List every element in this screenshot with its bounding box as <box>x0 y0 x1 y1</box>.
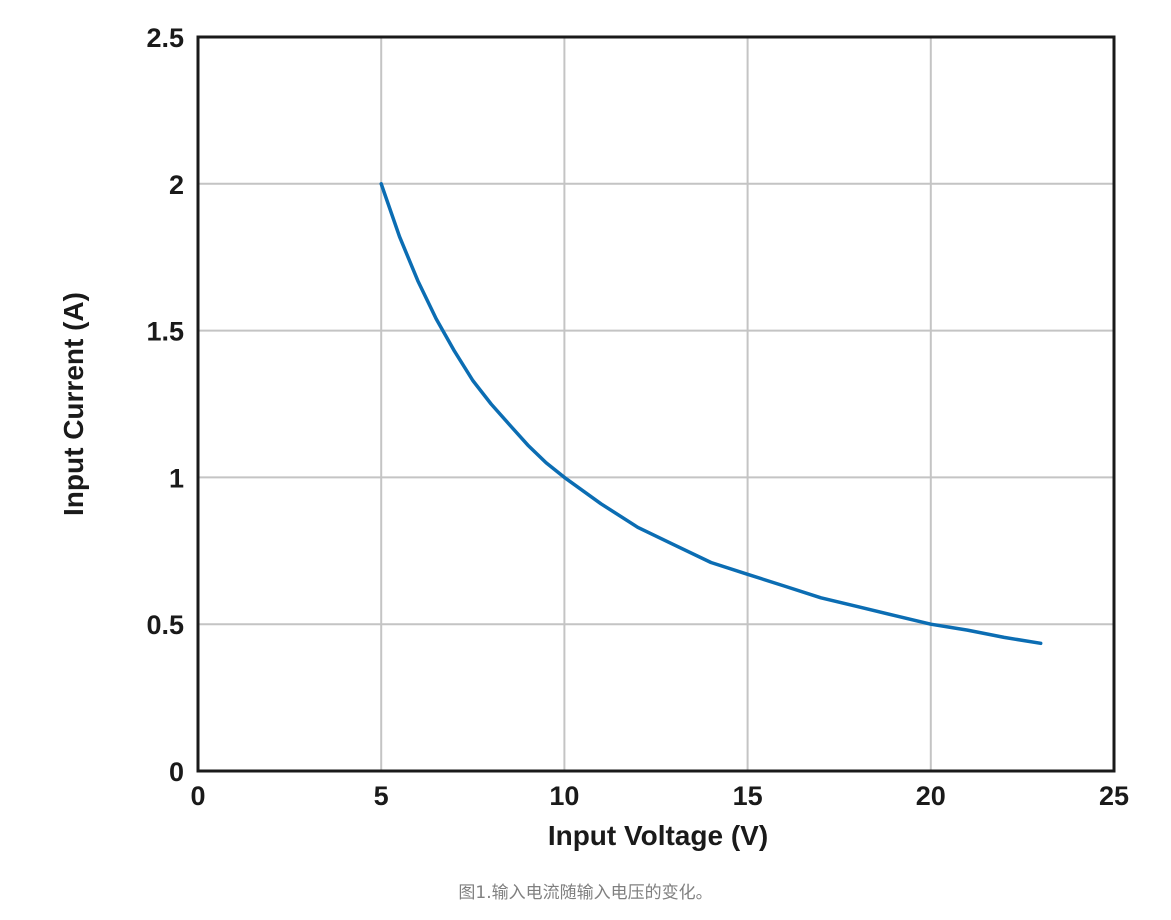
y-tick-label: 0 <box>169 757 184 787</box>
y-tick-label: 2 <box>169 170 184 200</box>
x-axis-title: Input Voltage (V) <box>548 820 768 851</box>
y-tick-label: 1 <box>169 463 184 493</box>
y-tick-label: 0.5 <box>146 610 184 640</box>
series-line <box>379 182 1043 646</box>
y-axis-title: Input Current (A) <box>58 292 89 516</box>
series-layer <box>379 182 1043 646</box>
x-tick-label: 10 <box>549 781 579 811</box>
x-tick-label: 5 <box>374 781 389 811</box>
x-tick-label: 20 <box>916 781 946 811</box>
y-tick-label: 1.5 <box>146 317 184 347</box>
x-tick-labels: 0 5 10 15 20 25 <box>190 781 1129 811</box>
x-tick-label: 25 <box>1099 781 1129 811</box>
x-tick-label: 0 <box>190 781 205 811</box>
plot-frame <box>196 35 1116 773</box>
y-tick-labels: 0 0.5 1 1.5 2 2.5 <box>146 23 184 787</box>
x-tick-label: 15 <box>733 781 763 811</box>
figure-caption: 图1.输入电流随输入电压的变化。 <box>458 883 713 903</box>
y-tick-label: 2.5 <box>146 23 184 53</box>
grid-lines <box>197 36 1115 772</box>
